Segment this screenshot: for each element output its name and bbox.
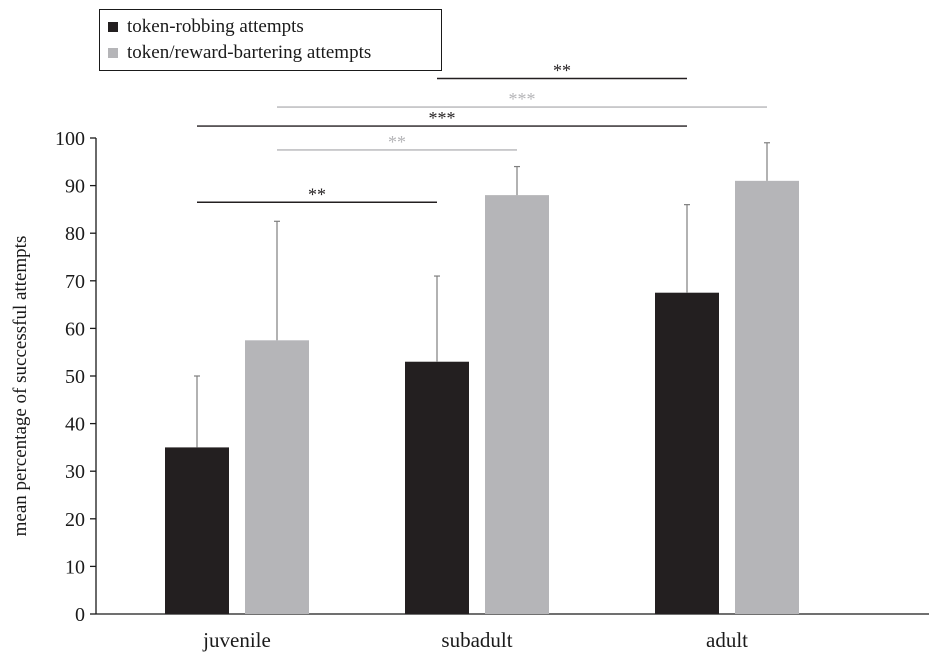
y-tick-label-40: 40 (65, 414, 85, 436)
bar-adult-token-reward-bartering (735, 180, 799, 614)
y-tick-label-80: 80 (65, 223, 85, 245)
y-tick-label-0: 0 (75, 604, 85, 626)
bar-juvenile-token-reward-bartering (245, 340, 309, 614)
y-tick-label-60: 60 (65, 318, 85, 340)
significance-label-3: *** (429, 108, 456, 128)
y-tick-label-70: 70 (65, 271, 85, 293)
significance-label-4: *** (509, 89, 536, 109)
legend-swatch-token-reward-bartering (108, 48, 118, 58)
bar-subadult-token-robbing (405, 361, 469, 614)
bar-subadult-token-reward-bartering (485, 195, 549, 614)
legend-item-token-reward-bartering: token/reward-bartering attempts (108, 41, 371, 65)
y-tick-label-20: 20 (65, 509, 85, 531)
x-tick-label-subadult: subadult (441, 628, 512, 652)
y-axis-label: mean percentage of successful attempts (10, 236, 31, 537)
bar-adult-token-robbing (655, 292, 719, 614)
x-tick-label-juvenile: juvenile (202, 628, 271, 652)
y-tick-label-50: 50 (65, 366, 85, 388)
bar-juvenile-token-robbing (165, 447, 229, 614)
legend-label-token-reward-bartering: token/reward-bartering attempts (127, 42, 372, 63)
significance-label-5: ** (553, 61, 571, 81)
significance-label-2: ** (388, 132, 406, 152)
y-tick-label-30: 30 (65, 461, 85, 483)
y-tick-label-100: 100 (55, 128, 85, 150)
legend-swatch-token-robbing (108, 22, 118, 32)
x-tick-label-adult: adult (706, 628, 748, 652)
y-tick-label-90: 90 (65, 176, 85, 198)
y-tick-label-10: 10 (65, 556, 85, 578)
legend-label-token-robbing: token-robbing attempts (127, 16, 304, 37)
legend-item-token-robbing: token-robbing attempts (108, 15, 304, 39)
significance-label-1: ** (308, 184, 326, 204)
legend: token-robbing attempts token/reward-bart… (99, 9, 442, 71)
